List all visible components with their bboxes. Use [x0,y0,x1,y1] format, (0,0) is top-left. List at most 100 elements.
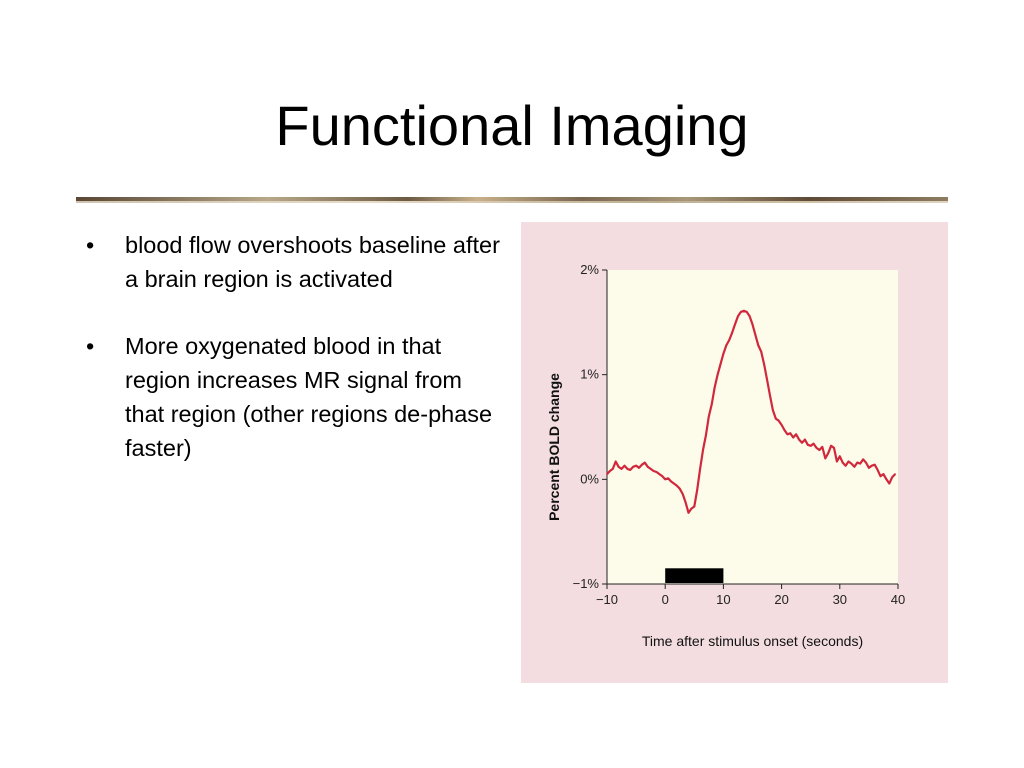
data-point [876,469,879,471]
data-point [676,484,678,487]
data-point [818,449,821,451]
data-point [873,463,876,466]
data-point [664,478,666,481]
data-point [708,415,710,418]
bullet-dot: • [86,232,95,258]
data-point [649,468,652,470]
data-point [748,315,751,317]
data-point [862,458,864,461]
data-point [620,468,623,470]
data-point [710,403,713,405]
data-point [792,436,795,439]
data-point [614,460,617,463]
data-point [696,489,699,491]
data-point [626,468,629,470]
data-point [609,470,611,472]
data-point [713,386,716,389]
data-point [719,363,722,365]
data-point [786,433,789,436]
y-tick-label: 2% [580,262,599,277]
title-divider [76,197,948,203]
data-point [760,350,763,353]
data-point [646,465,649,468]
data-point [699,468,701,470]
data-point [844,464,847,467]
data-point [850,462,853,465]
x-tick-label: −10 [596,592,618,607]
data-point [728,339,731,341]
data-point [635,464,637,467]
y-axis: −1% 0% 1% 2% [573,262,608,591]
data-point [830,445,832,447]
data-point [737,315,739,317]
data-point [871,464,873,467]
data-point [769,394,771,397]
data-point [859,462,861,465]
stimulus-bar [665,568,724,583]
bullet-text: More oxygenated blood in that region inc… [125,333,493,461]
data-point [617,465,620,468]
data-point [795,433,797,436]
y-axis-label: Percent BOLD change [546,373,562,521]
chart-panel: −1% 0% 1% 2% −10 0 10 20 30 40 Percent BOLD chan… [521,222,948,683]
data-point [815,447,818,449]
plot-background [607,270,898,584]
data-point [812,442,815,445]
series-points [606,310,896,514]
bullet-list: • blood flow overshoots baseline after a… [86,228,506,498]
data-point [678,487,681,490]
data-point [655,471,658,473]
x-tick-label: 40 [891,592,905,607]
bullet-item: • blood flow overshoots baseline after a… [86,228,506,296]
data-point [693,505,696,508]
data-point [751,323,754,326]
data-point [740,311,742,313]
data-point [754,334,757,336]
data-point [670,480,672,483]
data-point [722,352,725,355]
data-point [885,478,888,481]
x-tick-label: 10 [716,592,730,607]
data-point [702,449,704,451]
data-point [745,311,748,313]
data-point [836,460,838,463]
data-point [766,379,768,381]
data-point [801,441,803,444]
data-point [856,461,859,464]
data-point [644,461,646,464]
data-point [833,447,835,449]
y-tick-label: 0% [580,471,599,486]
data-point [891,476,893,479]
data-point [804,438,806,441]
data-point [623,464,626,467]
series-line [606,309,896,514]
data-point [809,445,812,447]
y-tick-label: −1% [573,576,600,591]
bullet-text: blood flow overshoots baseline after a b… [125,232,500,292]
data-point [632,465,634,468]
data-point [731,332,733,334]
bullet-dot: • [86,333,95,359]
bullet-item: • More oxygenated blood in that region i… [86,329,506,465]
data-point [757,344,760,347]
data-point [638,467,640,469]
data-point [774,417,777,420]
data-point [687,512,690,514]
data-point [839,455,841,458]
x-axis-label: Time after stimulus onset (seconds) [642,633,863,649]
data-point [777,419,780,422]
x-tick-label: 0 [662,592,669,607]
data-point [742,310,745,312]
data-point [868,467,870,469]
data-point [612,468,614,470]
data-point [705,434,707,437]
data-point [806,443,809,446]
data-point [734,323,736,326]
y-tick-label: 1% [580,367,599,382]
data-point [658,473,661,475]
data-point [853,465,856,468]
data-point [865,461,867,464]
data-point [690,507,693,510]
data-point [894,473,896,475]
data-point [821,446,824,448]
